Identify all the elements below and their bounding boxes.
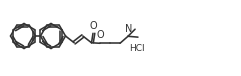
- Text: O: O: [97, 30, 104, 40]
- Text: HCl: HCl: [129, 44, 145, 53]
- Text: N: N: [125, 24, 132, 34]
- Text: O: O: [90, 21, 97, 31]
